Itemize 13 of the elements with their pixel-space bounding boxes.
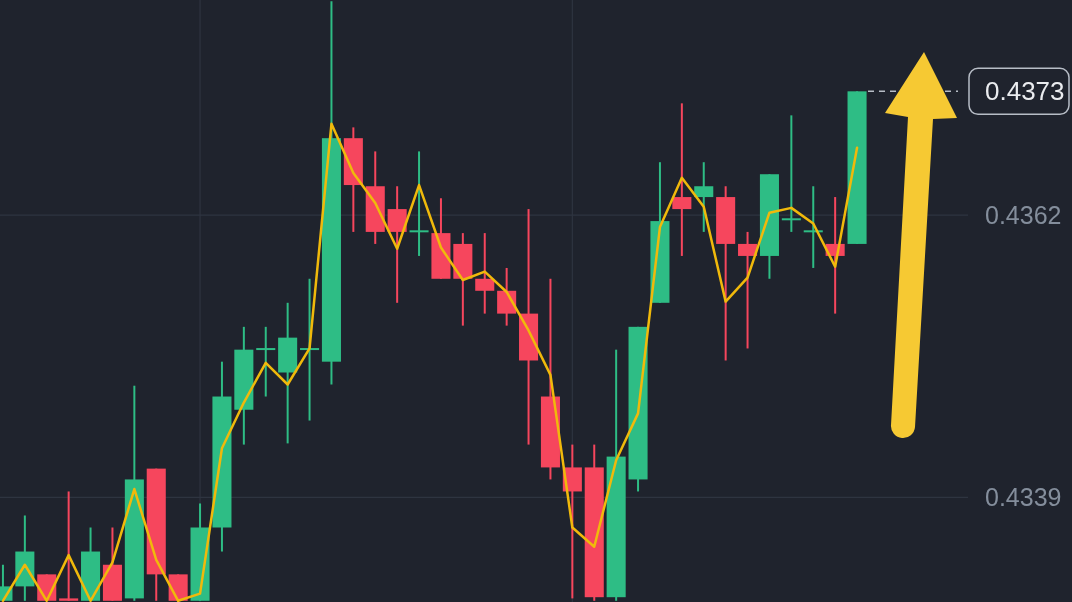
candlestick: [672, 102, 692, 257]
ref-line-label: 0.4373: [985, 76, 1065, 107]
candlestick: [475, 232, 495, 315]
candlestick: [781, 114, 801, 233]
candlestick: [409, 150, 429, 257]
candlestick: [738, 230, 758, 350]
line-series: [1, 122, 859, 602]
candlestick: [694, 161, 714, 233]
candlestick: [59, 490, 79, 602]
y-tick-label: 0.4362: [985, 200, 1062, 229]
candlestick: [387, 185, 407, 304]
candlestick: [256, 325, 276, 398]
y-tick-label: 0.4339: [985, 483, 1062, 512]
